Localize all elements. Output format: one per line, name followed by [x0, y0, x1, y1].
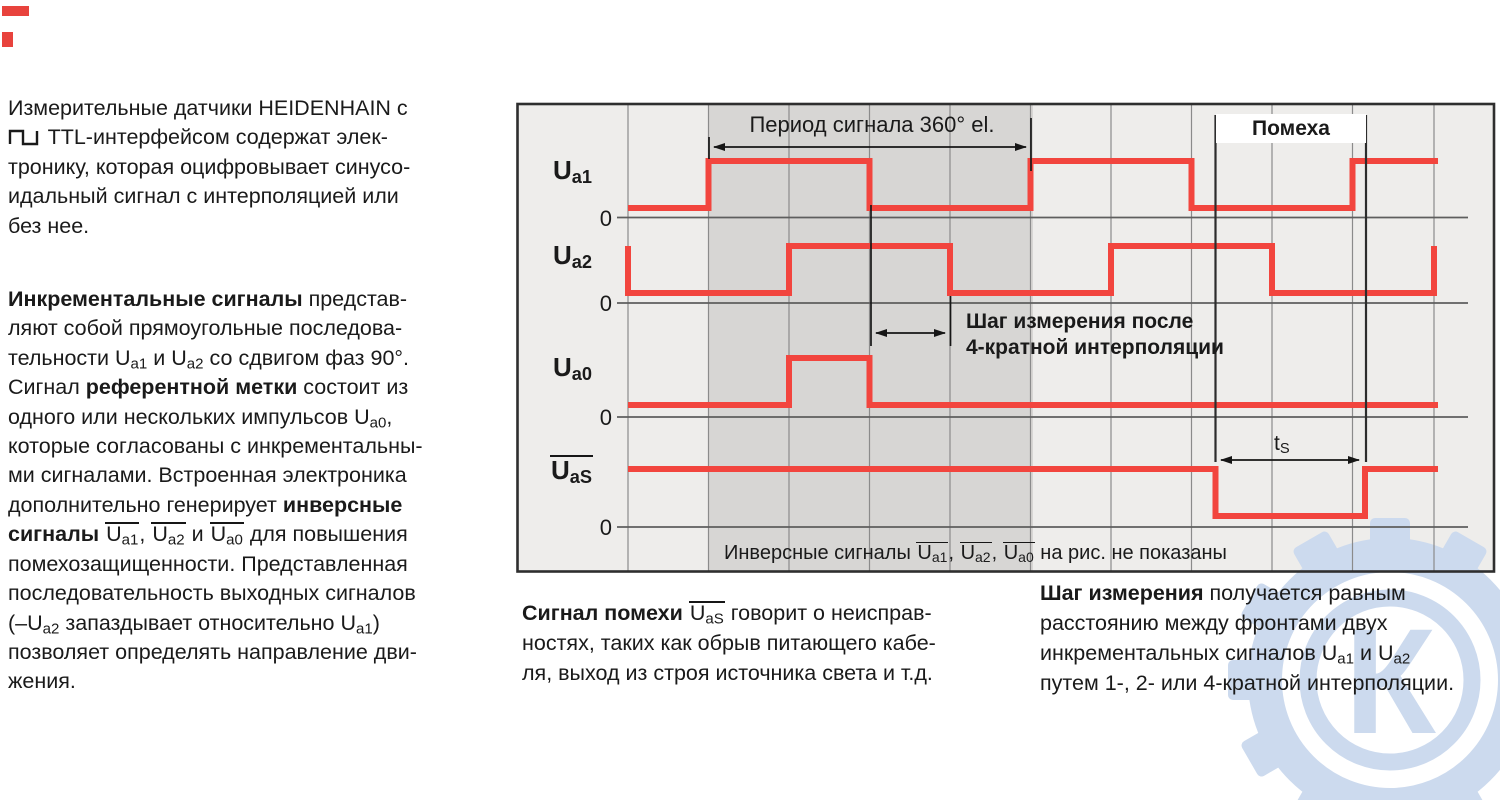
- corner-logo-fragment-top: [2, 6, 29, 16]
- ua1-signal-label: Ua1: [553, 155, 593, 187]
- ua2-signal-label: Ua2: [553, 240, 593, 272]
- measuring-step-note: Шаг измерения получается равным расстояни…: [1040, 581, 1455, 695]
- uas-zero-label: 0: [599, 515, 612, 540]
- fault-signal-note: Сигнал помехи UaS говорит о неисправ-нос…: [522, 601, 936, 685]
- ua0-zero-label: 0: [599, 405, 612, 430]
- ua1-zero-label: 0: [599, 206, 612, 231]
- ts-label: tS: [1274, 432, 1290, 458]
- gear-tooth: [1480, 721, 1500, 777]
- measuring-step-line1: Шаг измерения после: [966, 310, 1194, 333]
- gear-tooth: [1370, 794, 1410, 800]
- measuring-step-label: Шаг измерения после 4-кратной интерполяц…: [966, 309, 1224, 361]
- measuring-step-line2: 4-кратной интерполяции: [966, 336, 1224, 359]
- gear-tooth: [1293, 770, 1349, 800]
- corner-logo-fragment-bottom: [2, 32, 13, 47]
- disturbance-label-box: Помеха: [1216, 114, 1366, 143]
- square-wave-icon: [8, 130, 39, 146]
- paragraph-ttl-interface: Измерительные датчики HEIDENHAIN с TTL-и…: [8, 96, 411, 238]
- ua2-zero-label: 0: [599, 291, 612, 316]
- inverse-signals-caption: Инверсные сигналы Ua1, Ua2, Ua0 на рис. …: [724, 542, 1227, 566]
- gear-tooth: [1241, 721, 1300, 777]
- paragraph-incremental-signals: Инкрементальные сигналы представ-ляют со…: [8, 287, 423, 694]
- ua0-signal-label: Ua0: [553, 352, 593, 384]
- gear-tooth: [1431, 770, 1487, 800]
- period-label: Период сигнала 360° el.: [749, 112, 995, 137]
- intro-text-column: Измерительные датчики HEIDENHAIN с TTL-и…: [8, 94, 488, 697]
- uas-signal-label: UaS: [550, 455, 594, 487]
